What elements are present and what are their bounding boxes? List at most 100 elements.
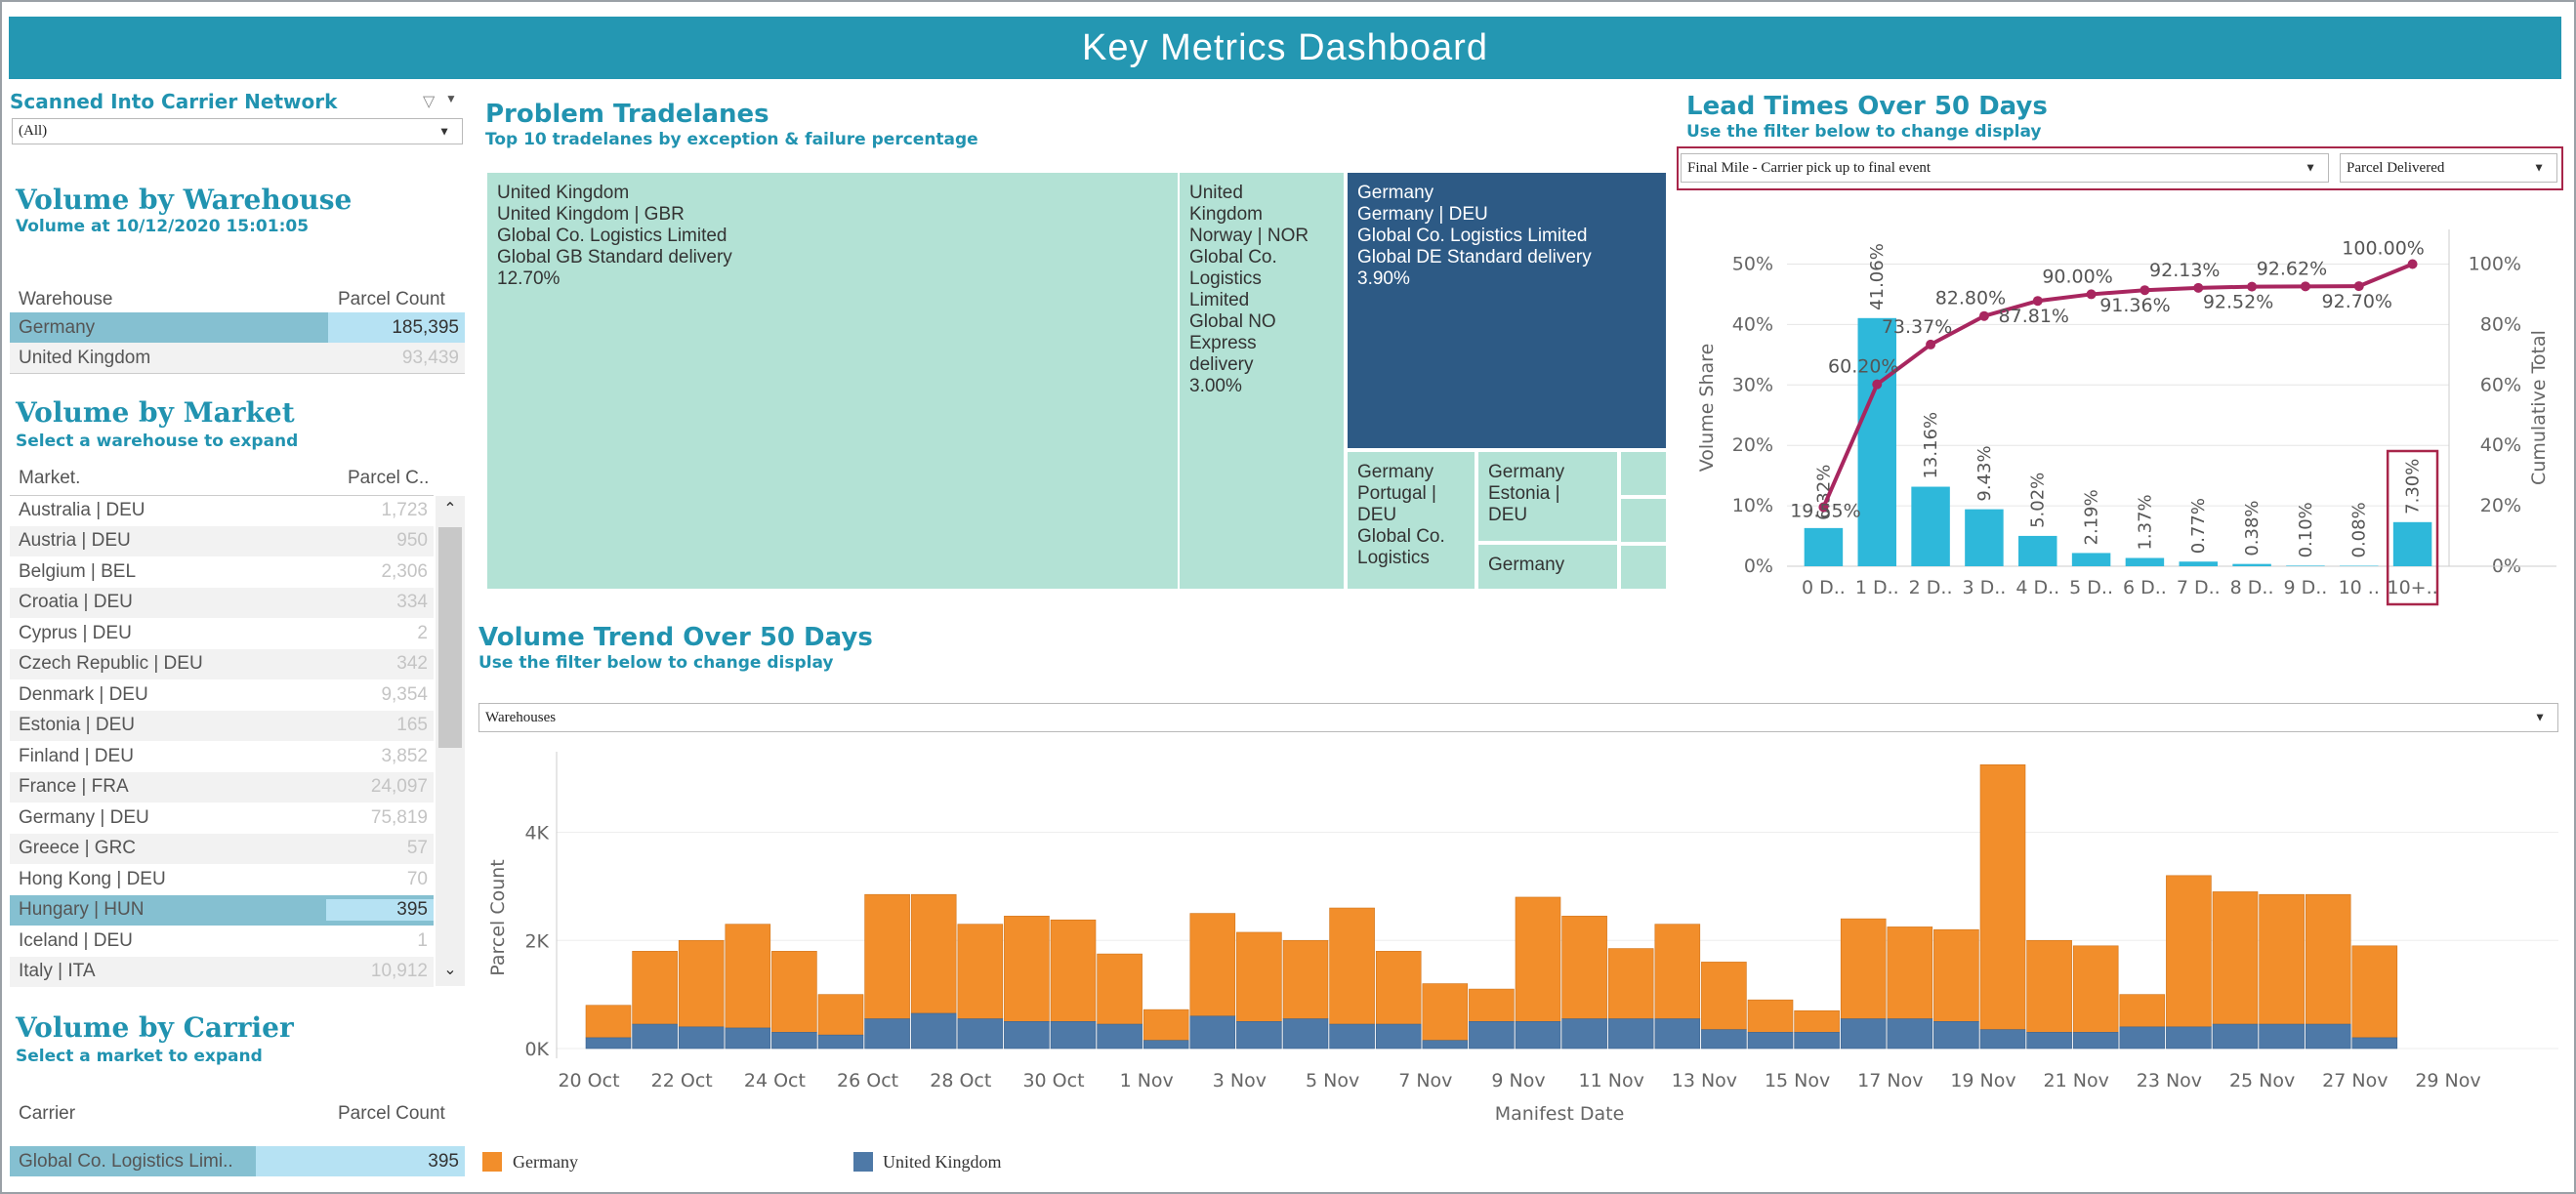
carrier-title: Volume by Carrier bbox=[16, 1011, 294, 1044]
treemap-tile-de[interactable]: Germany Germany | DEU Global Co. Logisti… bbox=[1346, 171, 1668, 450]
leadtimes-status-dropdown[interactable]: Parcel Delivered ▼ bbox=[2340, 153, 2557, 183]
treemap-tile-ee[interactable]: Germany Estonia | DEU bbox=[1476, 450, 1619, 543]
x-tick-label: 6 D.. bbox=[2123, 577, 2167, 598]
highlight-box-10-plus bbox=[2386, 449, 2439, 606]
table-row[interactable]: Belgium | BEL 2,306 bbox=[19, 560, 428, 582]
x-tick-label: 24 Oct bbox=[744, 1070, 806, 1091]
x-tick-label: 10 .. bbox=[2339, 577, 2380, 598]
table-row[interactable]: Austria | DEU 950 bbox=[10, 525, 434, 556]
scroll-up-icon[interactable]: ⌃ bbox=[443, 501, 457, 517]
bar-united-kingdom bbox=[1329, 1023, 1375, 1050]
cumulative-label: 90.00% bbox=[2042, 266, 2112, 287]
bar-united-kingdom bbox=[817, 1034, 864, 1050]
legend-label-uk[interactable]: United Kingdom bbox=[883, 1152, 1002, 1172]
market-scrollbar[interactable]: ⌃ ⌄ bbox=[436, 496, 465, 986]
x-tick-label: 10+.. bbox=[2387, 577, 2437, 598]
scroll-down-icon[interactable]: ⌄ bbox=[443, 962, 457, 978]
bar-united-kingdom bbox=[2259, 1023, 2305, 1050]
cumulative-label: 92.62% bbox=[2257, 258, 2327, 279]
treemap-tile-pt[interactable]: Germany Portugal | DEU Global Co. Logist… bbox=[1346, 450, 1476, 591]
cumulative-point bbox=[2032, 296, 2043, 307]
y-tick-label: 10% bbox=[1732, 495, 1773, 516]
x-tick-label: 9 D.. bbox=[2283, 577, 2327, 598]
table-row[interactable]: Czech Republic | DEU 342 bbox=[10, 648, 434, 679]
lead-bar bbox=[2232, 563, 2271, 566]
filter-icon[interactable]: ▽ bbox=[423, 94, 436, 110]
x-tick-label: 11 Nov bbox=[1579, 1070, 1644, 1091]
dropdown-arrow-icon: ▼ bbox=[2534, 710, 2546, 724]
cumulative-point bbox=[2353, 281, 2364, 292]
table-row[interactable]: Australia | DEU 1,723 bbox=[19, 499, 428, 520]
bar-united-kingdom bbox=[678, 1026, 725, 1050]
bar-united-kingdom bbox=[1282, 1018, 1329, 1050]
dashboard-title-bar: Key Metrics Dashboard bbox=[9, 17, 2561, 79]
scanned-filter-dropdown[interactable]: (All) ▼ bbox=[12, 118, 463, 144]
table-row[interactable]: Germany 185,395 bbox=[10, 312, 465, 343]
y-tick-label: 0K bbox=[524, 1039, 549, 1060]
table-row[interactable]: Italy | ITA 10,912 bbox=[10, 956, 434, 987]
table-row[interactable]: Iceland | DEU 1 bbox=[19, 929, 428, 951]
bar-united-kingdom bbox=[1189, 1015, 1236, 1050]
table-row[interactable]: Greece | GRC 57 bbox=[10, 833, 434, 864]
treemap-tile-small[interactable] bbox=[1619, 544, 1668, 591]
table-row[interactable]: Estonia | DEU 165 bbox=[10, 710, 434, 741]
bar-germany bbox=[817, 994, 864, 1036]
y-tick-label: 20% bbox=[1732, 434, 1773, 456]
x-tick-label: 5 Nov bbox=[1306, 1070, 1359, 1091]
bar-united-kingdom bbox=[1375, 1023, 1422, 1050]
filter-menu-chevron-icon[interactable]: ▼ bbox=[445, 92, 457, 105]
treemap-tile-no[interactable]: United Kingdom Norway | NOR Global Co. L… bbox=[1178, 171, 1346, 591]
bar-united-kingdom bbox=[1097, 1023, 1143, 1050]
bar-germany bbox=[1097, 953, 1143, 1025]
bar-germany bbox=[1050, 919, 1097, 1022]
table-row[interactable]: Germany | DEU 75,819 bbox=[19, 806, 428, 828]
x-tick-label: 3 Nov bbox=[1213, 1070, 1267, 1091]
bar-value-label: 0.38% bbox=[2242, 500, 2263, 556]
treemap-tile-ge[interactable]: Germany bbox=[1476, 543, 1619, 591]
trend-filter-dropdown[interactable]: Warehouses ▼ bbox=[478, 703, 2558, 732]
legend-label-germany[interactable]: Germany bbox=[513, 1152, 578, 1172]
x-tick-label: 26 Oct bbox=[837, 1070, 898, 1091]
table-row[interactable]: Global Co. Logistics Limi.. 395 bbox=[10, 1146, 465, 1176]
bar-united-kingdom bbox=[585, 1037, 632, 1050]
bar-germany bbox=[2305, 893, 2351, 1025]
cumulative-point bbox=[2193, 282, 2204, 293]
carrier-subtitle: Select a market to expand bbox=[16, 1047, 263, 1066]
bar-united-kingdom bbox=[1469, 1021, 1515, 1050]
bar-united-kingdom bbox=[1561, 1018, 1607, 1050]
bar-united-kingdom bbox=[2305, 1023, 2351, 1050]
bar-united-kingdom bbox=[2212, 1023, 2259, 1050]
table-row[interactable]: Cyprus | DEU 2 bbox=[19, 622, 428, 643]
leadtimes-pareto-chart: 0%10%20%30%40%50%0%20%40%60%80%100%Volum… bbox=[1696, 229, 2556, 606]
y-tick-label: 40% bbox=[1732, 313, 1773, 335]
bar-united-kingdom bbox=[910, 1012, 957, 1050]
market-subtitle: Select a warehouse to expand bbox=[16, 432, 299, 451]
x-tick-label: 28 Oct bbox=[930, 1070, 991, 1091]
table-row[interactable]: Finland | DEU 3,852 bbox=[19, 745, 428, 766]
table-row[interactable]: Croatia | DEU 334 bbox=[10, 587, 434, 618]
bar-germany bbox=[1422, 983, 1469, 1041]
treemap-tile-uk[interactable]: United Kingdom United Kingdom | GBR Glob… bbox=[485, 171, 1180, 591]
table-row[interactable]: Hong Kong | DEU 70 bbox=[19, 868, 428, 889]
treemap-tile-small[interactable] bbox=[1619, 497, 1668, 544]
bar-value-label: 0.77% bbox=[2188, 498, 2209, 554]
scroll-thumb[interactable] bbox=[438, 527, 462, 748]
bar-united-kingdom bbox=[1050, 1021, 1097, 1050]
leadtimes-title: Lead Times Over 50 Days bbox=[1686, 92, 2048, 121]
table-row[interactable]: France | FRA 24,097 bbox=[10, 771, 434, 803]
treemap-tile-small[interactable] bbox=[1619, 450, 1668, 497]
x-tick-label: 7 Nov bbox=[1398, 1070, 1452, 1091]
cumulative-point bbox=[1818, 502, 1829, 513]
x-tick-label: 23 Nov bbox=[2137, 1070, 2202, 1091]
bar-germany bbox=[864, 893, 910, 1019]
table-row[interactable]: Hungary | HUN 395 bbox=[10, 894, 434, 926]
bar-germany bbox=[1469, 988, 1515, 1022]
carrier-col-header: Carrier bbox=[19, 1103, 76, 1124]
leadtimes-stage-value: Final Mile - Carrier pick up to final ev… bbox=[1687, 159, 1932, 176]
table-row[interactable]: Denmark | DEU 9,354 bbox=[19, 683, 428, 705]
table-row[interactable]: United Kingdom 93,439 bbox=[10, 343, 465, 373]
x-tick-label: 15 Nov bbox=[1765, 1070, 1830, 1091]
leadtimes-stage-dropdown[interactable]: Final Mile - Carrier pick up to final ev… bbox=[1681, 153, 2329, 183]
cumulative-label: 92.13% bbox=[2149, 260, 2220, 281]
bar-united-kingdom bbox=[771, 1032, 817, 1050]
